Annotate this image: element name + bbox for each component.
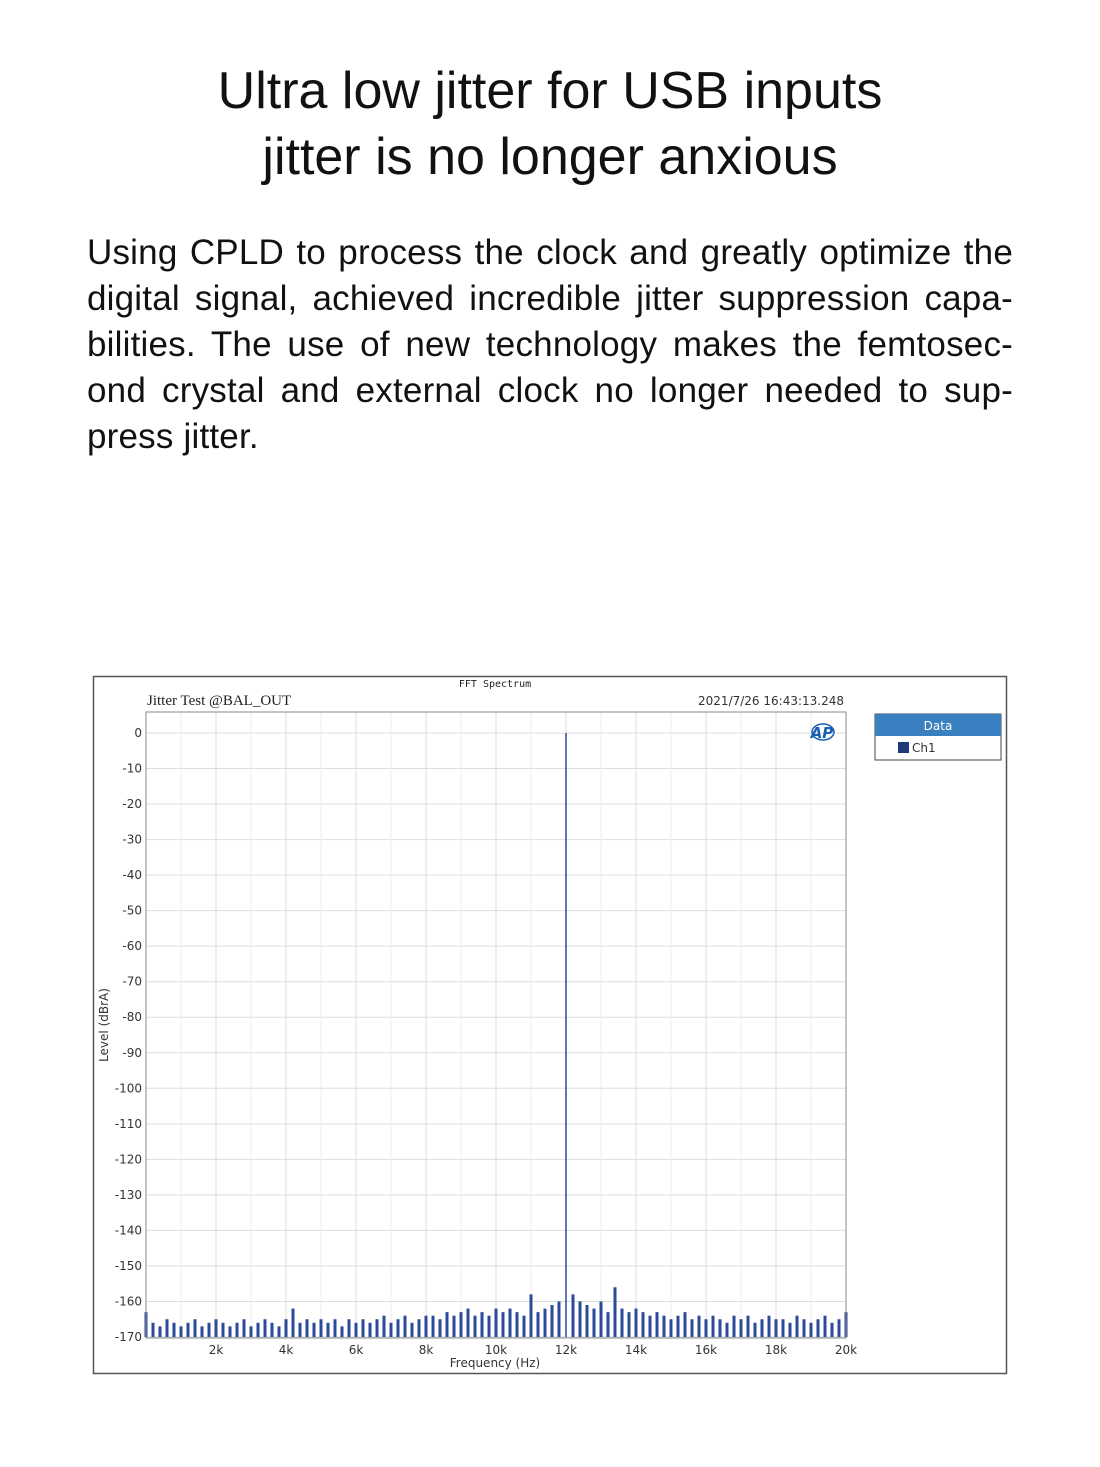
y-tick-label: 0 xyxy=(134,726,142,740)
y-tick-label: -20 xyxy=(122,797,142,811)
x-tick-label: 20k xyxy=(835,1343,857,1357)
ap-logo-ring xyxy=(811,723,835,741)
y-tick-label: -10 xyxy=(122,762,142,776)
y-tick-label: -110 xyxy=(115,1117,142,1131)
plot-area-border xyxy=(145,711,847,1339)
chart-title: FFT Spectrum xyxy=(459,679,531,690)
x-tick-label: 6k xyxy=(349,1343,364,1357)
x-tick-label: 4k xyxy=(279,1343,294,1357)
y-tick-label: -130 xyxy=(115,1188,142,1202)
y-tick-label: -150 xyxy=(115,1259,142,1273)
y-tick-label: -30 xyxy=(122,833,142,847)
y-tick-label: -70 xyxy=(122,975,142,989)
y-tick-label: -60 xyxy=(122,939,142,953)
x-tick-label: 16k xyxy=(695,1343,717,1357)
legend-title: Data xyxy=(924,719,953,733)
y-tick-label: -120 xyxy=(115,1152,142,1166)
legend: Data Ch1 xyxy=(874,713,1002,761)
y-tick-label: -160 xyxy=(115,1294,142,1308)
x-tick-label: 8k xyxy=(419,1343,434,1357)
legend-header xyxy=(875,714,1001,736)
heading-line-2: jitter is no longer anxious xyxy=(262,128,838,186)
y-tick-label: -140 xyxy=(115,1223,142,1237)
description-paragraph: Using CPLD to process the clock and grea… xyxy=(87,233,1013,456)
legend-swatch-ch1 xyxy=(898,742,909,753)
chart-frame xyxy=(92,675,1008,1375)
y-tick-label: -170 xyxy=(115,1330,142,1344)
heading-line-1: Ultra low jitter for USB inputs xyxy=(217,62,883,120)
x-tick-label: 2k xyxy=(209,1343,224,1357)
x-tick-label: 12k xyxy=(555,1343,577,1357)
y-tick-label: -80 xyxy=(122,1010,142,1024)
chart-subtitle: Jitter Test @BAL_OUT xyxy=(147,693,291,709)
y-tick-label: -50 xyxy=(122,904,142,918)
y-axis-label: Level (dBrA) xyxy=(97,988,111,1062)
x-tick-label: 18k xyxy=(765,1343,787,1357)
page-heading: Ultra low jitter for USB inputs jitter i… xyxy=(0,58,1100,190)
x-tick-label: 14k xyxy=(625,1343,647,1357)
y-tick-label: -100 xyxy=(115,1081,142,1095)
legend-label-ch1: Ch1 xyxy=(912,741,936,755)
x-tick-label: 10k xyxy=(485,1343,507,1357)
chart-timestamp: 2021/7/26 16:43:13.248 xyxy=(698,694,844,708)
y-tick-label: -40 xyxy=(122,868,142,882)
y-tick-label: -90 xyxy=(122,1046,142,1060)
x-axis-label: Frequency (Hz) xyxy=(450,1356,541,1370)
